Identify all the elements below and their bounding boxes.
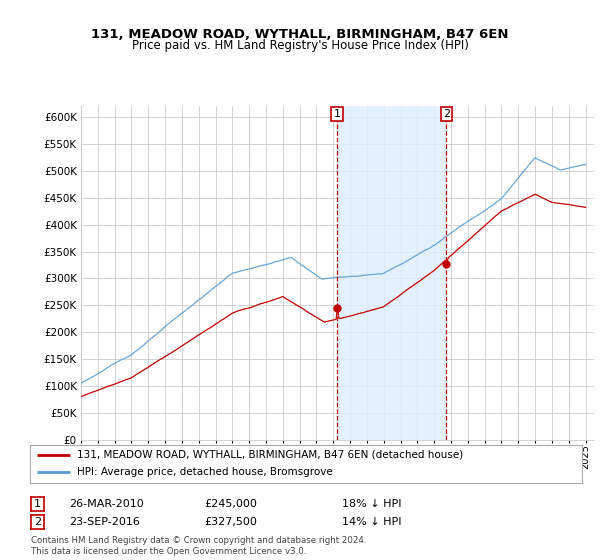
Text: HPI: Average price, detached house, Bromsgrove: HPI: Average price, detached house, Brom… [77,468,332,478]
Text: £327,500: £327,500 [204,517,257,527]
Text: Contains HM Land Registry data © Crown copyright and database right 2024.
This d: Contains HM Land Registry data © Crown c… [31,536,367,556]
Text: 131, MEADOW ROAD, WYTHALL, BIRMINGHAM, B47 6EN: 131, MEADOW ROAD, WYTHALL, BIRMINGHAM, B… [91,28,509,41]
Text: 2: 2 [443,109,450,119]
Text: Price paid vs. HM Land Registry's House Price Index (HPI): Price paid vs. HM Land Registry's House … [131,39,469,53]
Bar [337,106,446,440]
FancyBboxPatch shape [440,108,452,122]
Text: 18% ↓ HPI: 18% ↓ HPI [342,499,401,509]
Text: 26-MAR-2010: 26-MAR-2010 [69,499,144,509]
Text: 14% ↓ HPI: 14% ↓ HPI [342,517,401,527]
FancyBboxPatch shape [331,108,343,122]
Text: £245,000: £245,000 [204,499,257,509]
Text: 1: 1 [34,499,41,509]
Text: 131, MEADOW ROAD, WYTHALL, BIRMINGHAM, B47 6EN (detached house): 131, MEADOW ROAD, WYTHALL, BIRMINGHAM, B… [77,450,463,460]
Text: 1: 1 [334,109,341,119]
Text: 23-SEP-2016: 23-SEP-2016 [69,517,140,527]
Text: 2: 2 [34,517,41,527]
